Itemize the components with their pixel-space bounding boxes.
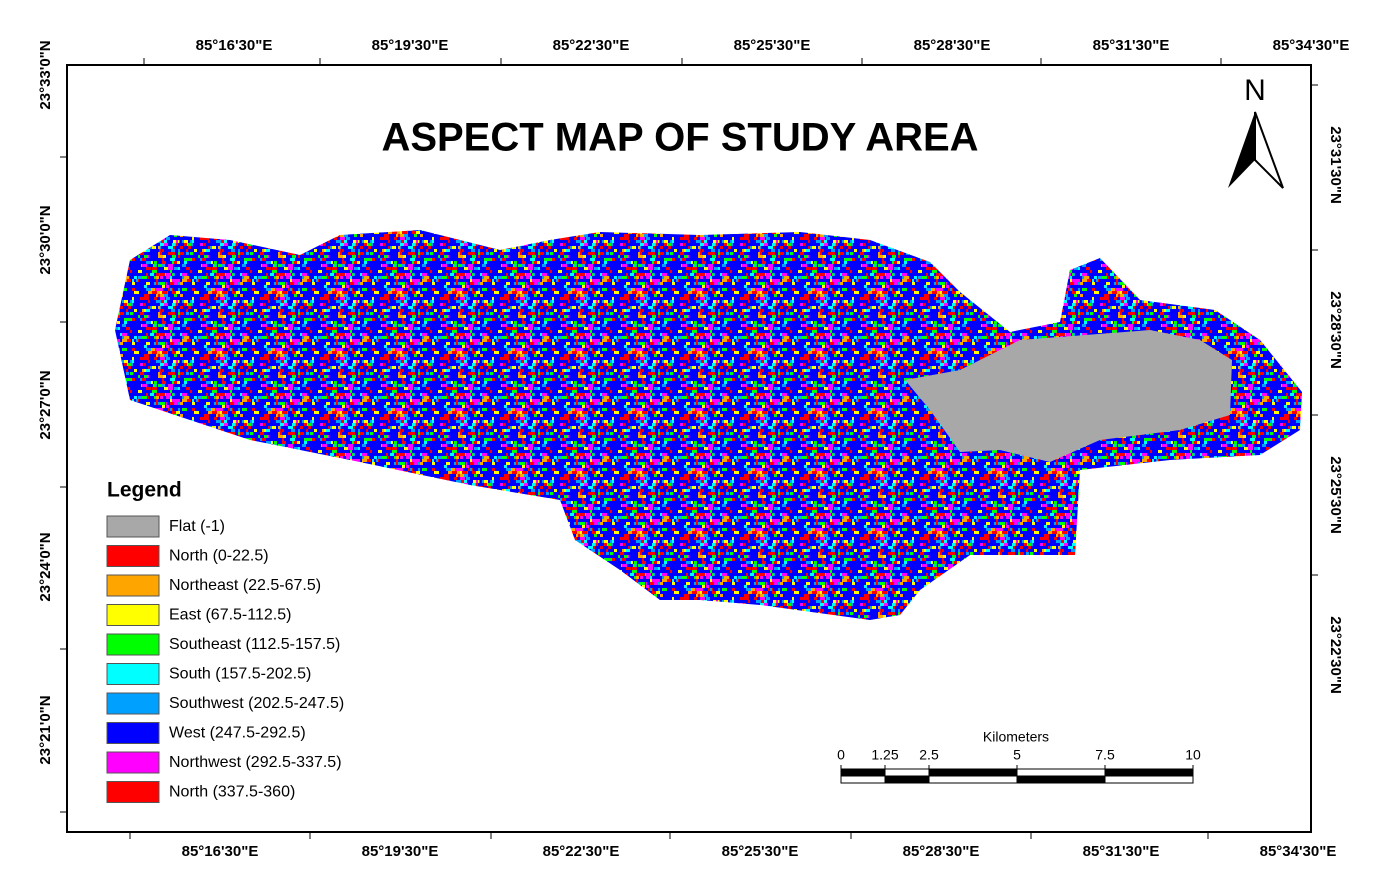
scale-segment bbox=[884, 768, 930, 777]
legend-swatch bbox=[106, 604, 160, 626]
legend-label: Northwest (292.5-337.5) bbox=[169, 754, 342, 771]
legend-swatch bbox=[106, 515, 160, 538]
scale-tick-label: 7.5 bbox=[1095, 747, 1115, 763]
legend-label: Northeast (22.5-67.5) bbox=[169, 577, 321, 594]
latitude-label: 23°21'0"N bbox=[37, 695, 54, 764]
north-arrow-left bbox=[1228, 112, 1255, 188]
latitude-label: 23°31'30"N bbox=[1327, 126, 1344, 204]
latitude-label: 23°27'0"N bbox=[37, 370, 54, 439]
longitude-label: 85°34'30"E bbox=[1273, 37, 1350, 54]
legend-swatch bbox=[106, 633, 160, 656]
latitude-label: 23°33'0"N bbox=[37, 40, 54, 109]
longitude-label: 85°16'30"E bbox=[196, 37, 273, 54]
longitude-label: 85°34'30"E bbox=[1260, 843, 1337, 860]
map-frame bbox=[66, 64, 1312, 833]
longitude-label: 85°28'30"E bbox=[903, 843, 980, 860]
legend-swatch bbox=[106, 751, 160, 774]
scale-tick-label: 5 bbox=[1013, 747, 1021, 763]
scale-segment bbox=[841, 769, 885, 776]
longitude-label: 85°22'30"E bbox=[553, 37, 630, 54]
scale-segment bbox=[1105, 769, 1193, 776]
legend-swatch bbox=[106, 574, 160, 597]
latitude-label: 23°25'30"N bbox=[1327, 456, 1344, 534]
longitude-label: 85°19'30"E bbox=[372, 37, 449, 54]
legend-title: Legend bbox=[107, 479, 182, 502]
longitude-label: 85°22'30"E bbox=[543, 843, 620, 860]
legend-label: Flat (-1) bbox=[169, 518, 225, 535]
legend-label: Southwest (202.5-247.5) bbox=[169, 695, 344, 712]
longitude-label: 85°25'30"E bbox=[722, 843, 799, 860]
scale-tick-label: 0 bbox=[837, 747, 845, 763]
flat-area bbox=[905, 330, 1232, 462]
legend-swatch bbox=[106, 663, 160, 685]
legend-swatch bbox=[106, 722, 160, 744]
legend-swatch bbox=[106, 781, 160, 803]
legend-label: South (157.5-202.5) bbox=[169, 666, 311, 683]
north-label: N bbox=[1244, 74, 1266, 107]
longitude-label: 85°28'30"E bbox=[914, 37, 991, 54]
scale-segment bbox=[929, 769, 1017, 776]
latitude-label: 23°28'30"N bbox=[1327, 291, 1344, 369]
legend-label: East (67.5-112.5) bbox=[169, 607, 291, 624]
legend-label: Southeast (112.5-157.5) bbox=[169, 636, 340, 653]
legend-swatch bbox=[106, 545, 160, 567]
scale-tick-label: 1.25 bbox=[871, 747, 898, 763]
latitude-label: 23°24'0"N bbox=[37, 532, 54, 601]
longitude-label: 85°19'30"E bbox=[362, 843, 439, 860]
latitude-label: 23°22'30"N bbox=[1327, 616, 1344, 694]
scale-segment bbox=[1017, 776, 1105, 783]
scale-segment bbox=[885, 776, 929, 783]
north-arrow-right bbox=[1254, 111, 1284, 189]
scale-segment bbox=[1104, 775, 1194, 784]
longitude-label: 85°31'30"E bbox=[1093, 37, 1170, 54]
scale-segment bbox=[1016, 768, 1106, 777]
map-title: ASPECT MAP OF STUDY AREA bbox=[381, 116, 978, 160]
scale-tick-label: 2.5 bbox=[919, 747, 939, 763]
scale-segment bbox=[928, 775, 1018, 784]
scale-segment bbox=[840, 775, 886, 784]
legend-label: North (337.5-360) bbox=[169, 784, 295, 801]
legend-label: West (247.5-292.5) bbox=[169, 725, 306, 742]
longitude-label: 85°31'30"E bbox=[1083, 843, 1160, 860]
legend-label: North (0-22.5) bbox=[169, 548, 269, 565]
longitude-label: 85°25'30"E bbox=[734, 37, 811, 54]
latitude-label: 23°30'0"N bbox=[37, 205, 54, 274]
scale-unit: Kilometers bbox=[983, 729, 1049, 745]
longitude-label: 85°16'30"E bbox=[182, 843, 259, 860]
scale-tick-label: 10 bbox=[1185, 747, 1201, 763]
legend-swatch bbox=[106, 692, 160, 715]
